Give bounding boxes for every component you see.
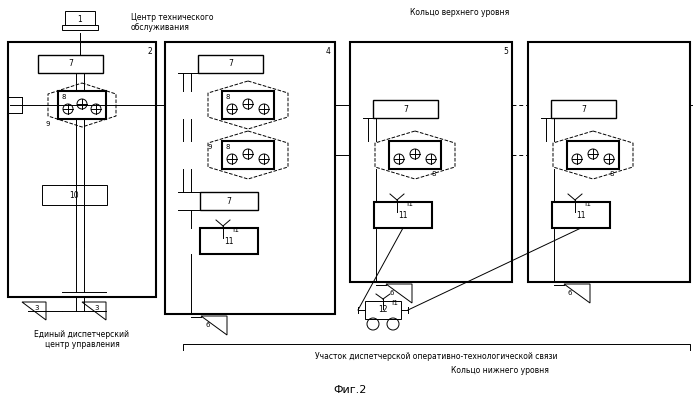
- Bar: [38, 55, 103, 73]
- Text: 6: 6: [205, 322, 210, 328]
- Text: 9: 9: [46, 121, 50, 127]
- Bar: [373, 100, 438, 118]
- Text: 8: 8: [61, 94, 66, 100]
- Text: 8: 8: [225, 144, 229, 150]
- Bar: [65, 11, 95, 25]
- Text: 12: 12: [378, 305, 388, 315]
- Text: 8: 8: [225, 94, 229, 100]
- Text: 7: 7: [581, 104, 586, 113]
- Bar: [365, 301, 401, 319]
- Text: 1: 1: [78, 15, 82, 23]
- Text: f1: f1: [585, 201, 592, 207]
- Text: 10: 10: [70, 190, 79, 200]
- Text: 4: 4: [326, 47, 331, 56]
- Bar: [350, 42, 512, 282]
- Text: 6: 6: [390, 290, 394, 296]
- Bar: [200, 192, 258, 210]
- Text: 3: 3: [34, 305, 38, 311]
- Text: 3: 3: [94, 305, 99, 311]
- Text: 9: 9: [208, 144, 212, 150]
- Text: 7: 7: [228, 60, 233, 68]
- Bar: [200, 228, 258, 254]
- Bar: [222, 91, 274, 119]
- Text: Единый диспетчерский
центр управления: Единый диспетчерский центр управления: [34, 330, 129, 350]
- Bar: [551, 100, 616, 118]
- Text: f1: f1: [233, 227, 240, 233]
- Text: 7: 7: [68, 60, 73, 68]
- Text: 6: 6: [568, 290, 572, 296]
- Bar: [58, 91, 106, 119]
- Bar: [374, 202, 432, 228]
- Text: 7: 7: [226, 196, 231, 205]
- Text: f1: f1: [392, 300, 399, 306]
- Bar: [8, 42, 156, 297]
- Text: Фиг.2: Фиг.2: [333, 385, 367, 395]
- Bar: [165, 42, 335, 314]
- Bar: [567, 141, 619, 169]
- Text: Кольцо верхнего уровня: Кольцо верхнего уровня: [410, 8, 510, 17]
- Bar: [389, 141, 441, 169]
- Bar: [552, 202, 610, 228]
- Text: 11: 11: [398, 211, 408, 220]
- Text: 7: 7: [403, 104, 408, 113]
- Text: 11: 11: [576, 211, 586, 220]
- Bar: [528, 42, 690, 282]
- Text: Центр технического
обслуживания: Центр технического обслуживания: [131, 13, 213, 32]
- Text: f1: f1: [407, 201, 414, 207]
- Text: Участок диспетчерской оперативно-технологической связи: Участок диспетчерской оперативно-техноло…: [315, 352, 558, 361]
- Text: 11: 11: [224, 237, 233, 245]
- Text: 5: 5: [503, 47, 508, 56]
- Bar: [62, 25, 98, 30]
- Text: 8: 8: [610, 171, 614, 177]
- Text: Кольцо нижнего уровня: Кольцо нижнего уровня: [451, 366, 549, 375]
- Text: 8: 8: [431, 171, 436, 177]
- Bar: [42, 185, 107, 205]
- Bar: [198, 55, 263, 73]
- Text: 2: 2: [147, 47, 152, 56]
- Bar: [222, 141, 274, 169]
